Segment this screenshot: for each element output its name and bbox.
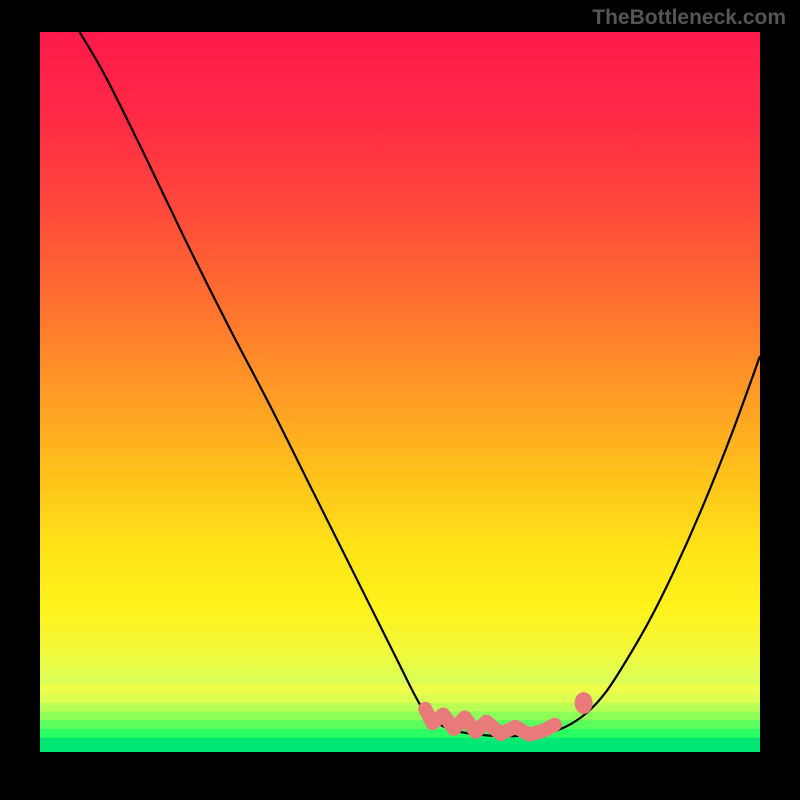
color-band: [40, 703, 760, 712]
bottleneck-curve-chart: [0, 0, 800, 800]
bottom-color-bands: [40, 684, 760, 752]
color-band: [40, 738, 760, 752]
color-band: [40, 694, 760, 703]
highlight-dot: [575, 692, 593, 714]
plot-area: [40, 32, 760, 752]
chart-container: TheBottleneck.com: [0, 0, 800, 800]
watermark-text: TheBottleneck.com: [592, 6, 786, 30]
gradient-background: [40, 32, 760, 752]
color-band: [40, 712, 760, 721]
color-band: [40, 720, 760, 729]
color-band: [40, 729, 760, 738]
color-band: [40, 684, 760, 695]
